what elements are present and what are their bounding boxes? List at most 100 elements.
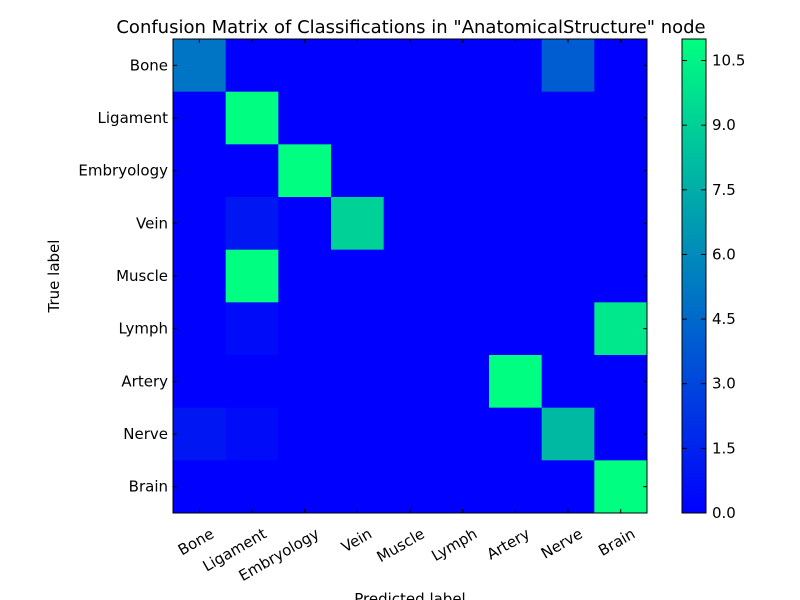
heatmap-cell [278,355,332,409]
x-tick-label: Brain [595,525,638,560]
heatmap-cell [225,302,279,356]
heatmap-cell [331,144,385,198]
heatmap-cell [541,460,595,514]
heatmap-cell [436,39,490,93]
heatmap-cell [331,197,385,251]
heatmap-cell [594,460,648,514]
heatmap-cell [225,407,279,461]
heatmap-cell [489,91,543,145]
heatmap-cell [278,197,332,251]
heatmap-cell [489,355,543,409]
heatmap-cell [173,249,227,303]
heatmap-cell [594,144,648,198]
heatmap-cell [278,144,332,198]
heatmap-cell [594,407,648,461]
heatmap-cell [173,197,227,251]
heatmap-cell [278,460,332,514]
colorbar-tick-label: 1.5 [712,439,736,457]
x-axis-label: Predicted label [354,590,465,600]
heatmap-cell [383,407,437,461]
heatmap-cell [436,91,490,145]
x-tick-label: Nerve [538,525,586,563]
heatmap-cell [436,249,490,303]
heatmap-cell [594,302,648,356]
colorbar-tick-label: 10.5 [712,52,745,70]
y-tick-label: Nerve [123,425,168,443]
x-tick-label: Muscle [374,525,428,567]
heatmap-cell [489,460,543,514]
heatmap-cell [173,355,227,409]
heatmap-cell [489,197,543,251]
heatmap-cell [436,197,490,251]
colorbar-tick-label: 3.0 [712,375,736,393]
heatmap-cell [383,249,437,303]
heatmap-cell [489,39,543,93]
y-tick-label: Lymph [119,320,169,338]
heatmap-cell [225,355,279,409]
heatmap-cell [541,91,595,145]
heatmap-cell [594,197,648,251]
y-tick-label: Embryology [78,162,168,180]
colorbar [681,38,707,514]
heatmap-cell [436,407,490,461]
heatmap-cell [383,302,437,356]
heatmap-cell [173,407,227,461]
heatmap-cell [331,302,385,356]
heatmap-cell [225,460,279,514]
heatmap-cell [489,249,543,303]
y-tick-label: Brain [129,478,168,496]
axis-ticks [173,39,647,513]
heatmap-cell [278,302,332,356]
heatmap-cell [331,460,385,514]
chart-title: Confusion Matrix of Classifications in "… [116,17,705,38]
y-tick-labels: Bone Ligament Embryology Vein Muscle Lymph Art… [78,56,168,495]
heatmap-cell [436,460,490,514]
heatmap-cell [594,355,648,409]
heatmap-cell [383,39,437,93]
x-tick-label: Vein [338,525,375,557]
heatmap-cell [278,407,332,461]
heatmap-cell [225,39,279,93]
heatmap-cell [541,197,595,251]
heatmap-cell [278,39,332,93]
heatmap-cell [278,91,332,145]
heatmap-cell [541,355,595,409]
colorbar-tick-label: 4.5 [712,310,736,328]
colorbar-ticks: 0.0 1.5 3.0 4.5 6.0 7.5 9.0 10.5 [682,52,745,522]
heatmap-cell [331,91,385,145]
heatmap-cell [436,302,490,356]
heatmap-cell [173,144,227,198]
y-tick-label: Bone [130,56,168,74]
heatmap-cell [331,249,385,303]
heatmap-cell [436,144,490,198]
heatmap-cell [489,144,543,198]
colorbar-tick-label: 6.0 [712,245,736,263]
heatmap-cell [331,355,385,409]
heatmap-cell [173,91,227,145]
heatmap-cells [173,39,648,514]
heatmap-cell [225,249,279,303]
y-tick-label: Muscle [116,267,168,285]
heatmap-cell [594,249,648,303]
heatmap-cell [541,302,595,356]
x-tick-label: Lymph [428,525,480,565]
heatmap-cell [331,407,385,461]
heatmap-cell [225,197,279,251]
heatmap-cell [173,39,227,93]
heatmap-cell [594,39,648,93]
heatmap-cell [278,249,332,303]
heatmap-cell [225,91,279,145]
y-tick-label: Ligament [98,109,169,127]
heatmap-cell [383,460,437,514]
colorbar-tick-label: 7.5 [712,181,736,199]
heatmap-cell [383,91,437,145]
heatmap-cell [331,39,385,93]
heatmap-cell [489,407,543,461]
heatmap-cell [541,407,595,461]
heatmap-cell [541,39,595,93]
heatmap-cell [436,355,490,409]
heatmap-cell [383,144,437,198]
colorbar-tick-label: 9.0 [712,116,736,134]
